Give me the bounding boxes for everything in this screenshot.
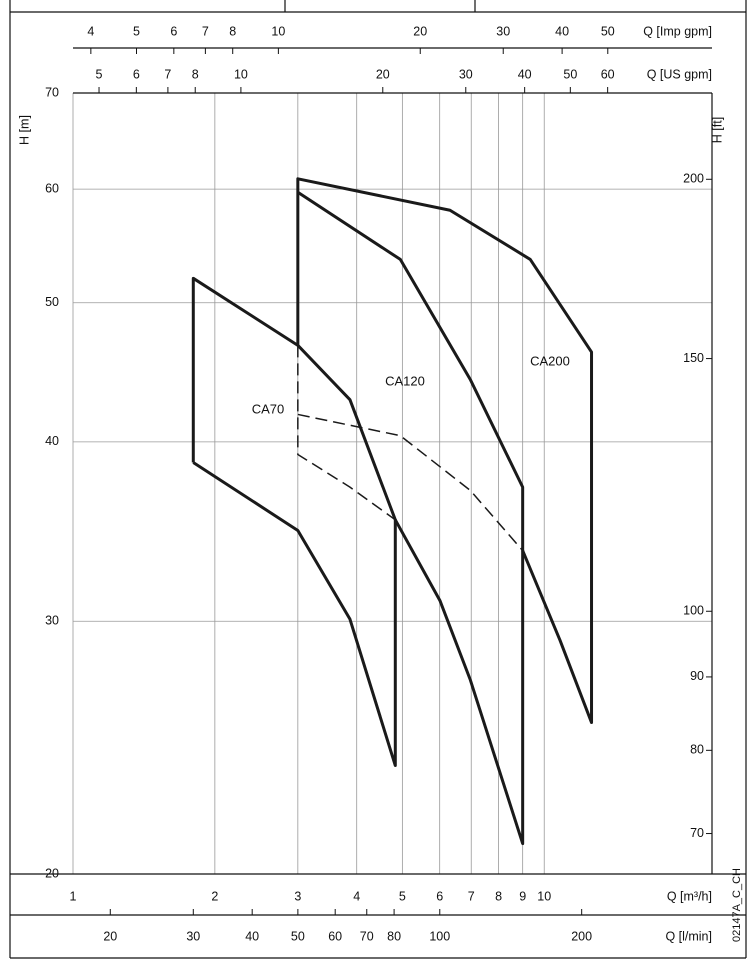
top-tick-label: 7 [164,67,171,81]
top-tick-label: 30 [496,24,510,38]
y-tick-label: 70 [45,85,59,99]
top-tick-label: 20 [376,67,390,81]
top-tick-label: 5 [133,24,140,38]
y2-tick-label: 70 [690,826,704,840]
x-tick-label: 8 [495,889,502,903]
y2-tick-label: 150 [683,351,704,365]
top-tick-label: 10 [271,24,285,38]
x-tick-label: 1 [70,889,77,903]
curve [297,413,524,552]
top-tick-label: 8 [192,67,199,81]
y-tick-label: 60 [45,181,59,195]
x-tick-label: 6 [436,889,443,903]
y2-axis-label: H [ft] [710,117,724,143]
y-tick-label: 30 [45,614,59,628]
y2-tick-label: 80 [690,743,704,757]
top-tick-label: 8 [229,24,236,38]
top-tick-label: 60 [601,67,615,81]
y-tick-label: 50 [45,295,59,309]
bottom-tick-label: 50 [291,929,305,943]
top-axis-label: Q [Imp gpm] [643,24,712,38]
bottom-tick-label: 70 [360,929,374,943]
x-axis-label: Q [m³/h] [667,889,712,903]
y-tick-label: 20 [45,866,59,880]
bottom-tick-label: 30 [186,929,200,943]
top-tick-label: 6 [133,67,140,81]
x-tick-label: 4 [353,889,360,903]
top-axis-label: Q [US gpm] [647,67,712,81]
bottom-tick-label: 200 [571,929,592,943]
x-tick-label: 2 [211,889,218,903]
x-tick-label: 10 [537,889,551,903]
x-tick-label: 3 [294,889,301,903]
top-tick-label: 40 [555,24,569,38]
x-tick-label: 9 [519,889,526,903]
y2-tick-label: 90 [690,669,704,683]
y-tick-label: 40 [45,434,59,448]
bottom-tick-label: 40 [245,929,259,943]
top-tick-label: 5 [96,67,103,81]
top-tick-label: 20 [413,24,427,38]
top-tick-label: 10 [234,67,248,81]
top-tick-label: 30 [459,67,473,81]
top-tick-label: 7 [202,24,209,38]
x-tick-label: 5 [399,889,406,903]
top-tick-label: 50 [563,67,577,81]
x2-axis-label: Q [l/min] [665,929,712,943]
drawing-code: 02147A_C_CH [731,868,743,942]
y2-tick-label: 200 [683,172,704,186]
bottom-tick-label: 20 [103,929,117,943]
curve-label: CA120 [385,373,425,388]
bottom-tick-label: 80 [387,929,401,943]
y-axis-label: H [m] [17,115,31,145]
top-tick-label: 4 [87,24,94,38]
top-tick-label: 50 [601,24,615,38]
bottom-tick-label: 60 [328,929,342,943]
bottom-tick-label: 100 [429,929,450,943]
top-tick-label: 6 [170,24,177,38]
curve-label: CA70 [252,401,285,416]
curve [296,177,594,725]
curve [297,190,525,846]
top-tick-label: 40 [518,67,532,81]
curve [191,276,397,768]
y2-tick-label: 100 [683,604,704,618]
curve [297,345,396,521]
x-tick-label: 7 [468,889,475,903]
curve-label: CA200 [530,353,570,368]
